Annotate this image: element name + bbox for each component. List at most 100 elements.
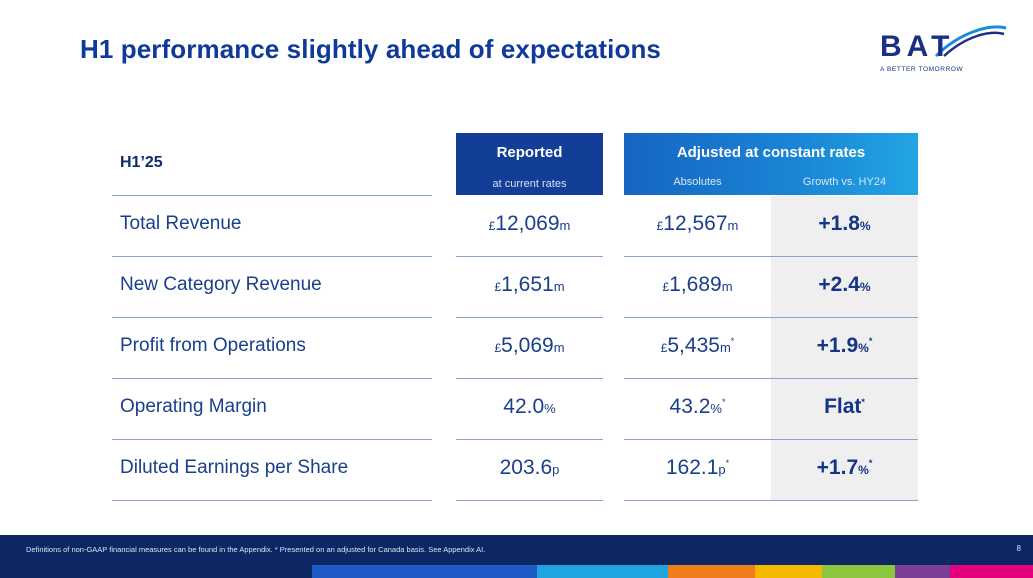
figure: 12,069 (495, 212, 560, 235)
footnote-marker: * (861, 397, 865, 407)
row-divider (112, 317, 432, 318)
footnote-marker: * (721, 397, 726, 407)
row-label: Diluted Earnings per Share (120, 457, 349, 478)
slide-title: H1 performance slightly ahead of expecta… (80, 34, 661, 64)
row-divider (624, 439, 918, 440)
reported-value: £1,651m (456, 273, 603, 297)
figure: 12,567 (663, 212, 728, 235)
absolute-value: £5,435m* (624, 334, 771, 358)
reported-header-subtitle: at current rates (492, 178, 567, 190)
absolutes-subheader: Absolutes (673, 176, 722, 188)
bat-logo: BAT A BETTER TOMORROW (878, 22, 1008, 76)
logo-wordmark: BAT (880, 30, 955, 63)
growth-subheader: Growth vs. HY24 (802, 176, 887, 188)
row-label: New Category Revenue (120, 274, 322, 295)
period-label: H1’25 (120, 154, 163, 171)
adjusted-header-title: Adjusted at constant rates (676, 144, 866, 161)
footnote-marker: * (725, 458, 730, 468)
row-divider (456, 439, 603, 440)
row-divider (112, 439, 432, 440)
footnote-marker: * (868, 458, 873, 468)
currency-symbol: £ (662, 280, 670, 294)
currency-symbol: £ (660, 341, 668, 355)
reported-column-header: Reported at current rates (456, 133, 603, 195)
currency-symbol: £ (494, 280, 502, 294)
growth-value: Flat* (771, 395, 918, 419)
row-divider (456, 317, 603, 318)
unit-suffix: p (718, 462, 726, 477)
absolute-value: £12,567m (624, 212, 771, 236)
figure: 5,435 (667, 334, 720, 357)
table-row: Diluted Earnings per Share 203.6p 162.1p* +… (0, 440, 1033, 501)
figure: +1.7 (816, 456, 859, 479)
currency-symbol: £ (488, 219, 496, 233)
table-row: Profit from Operations £5,069m £5,435m* +1.… (0, 318, 1033, 379)
row-divider (624, 378, 918, 379)
figure: 5,069 (501, 334, 554, 357)
unit-suffix: m (719, 340, 731, 355)
unit-suffix: m (553, 340, 565, 355)
figure: +1.8 (818, 212, 860, 235)
row-label: Profit from Operations (120, 335, 306, 356)
row-divider (456, 256, 603, 257)
row-divider (112, 500, 432, 501)
unit-suffix: % (858, 341, 869, 355)
unit-suffix: m (727, 218, 739, 233)
row-divider (624, 256, 918, 257)
figure: 162.1 (665, 456, 719, 479)
absolute-value: 162.1p* (624, 456, 771, 480)
row-divider (456, 378, 603, 379)
strip-segment (668, 565, 755, 578)
row-divider (112, 378, 432, 379)
figure: 1,689 (669, 273, 722, 296)
row-divider (456, 500, 603, 501)
figure: Flat (824, 395, 862, 418)
row-divider (624, 500, 918, 501)
table-row: Total Revenue £12,069m £12,567m +1.8% (0, 196, 1033, 257)
table-row: Operating Margin 42.0% 43.2%* Flat* (0, 379, 1033, 440)
logo-tagline: A BETTER TOMORROW (880, 66, 964, 73)
reported-value: 203.6p (456, 456, 603, 480)
strip-segment (312, 565, 537, 578)
table-row: New Category Revenue £1,651m £1,689m +2.4% (0, 257, 1033, 318)
strip-segment (895, 565, 950, 578)
figure: +1.9 (816, 334, 859, 357)
strip-segment (822, 565, 895, 578)
unit-suffix: m (553, 279, 565, 294)
figure: 203.6 (499, 456, 553, 479)
strip-segment (950, 565, 1033, 578)
strip-segment (0, 565, 312, 578)
reported-value: 42.0% (456, 395, 603, 419)
growth-column-background (771, 196, 918, 501)
strip-segment (537, 565, 668, 578)
currency-symbol: £ (494, 341, 502, 355)
absolute-value: 43.2%* (624, 395, 771, 419)
growth-value: +1.7%* (771, 456, 918, 480)
page-number: 8 (1016, 544, 1021, 553)
footnote-marker: * (730, 336, 735, 346)
figure: +2.4 (818, 273, 860, 296)
reported-header-title: Reported (496, 144, 563, 161)
unit-suffix: p (552, 462, 560, 477)
unit-suffix: % (859, 219, 871, 233)
unit-suffix: m (721, 279, 733, 294)
currency-symbol: £ (656, 219, 664, 233)
reported-value: £12,069m (456, 212, 603, 236)
unit-suffix: % (544, 401, 556, 416)
unit-suffix: % (858, 463, 869, 477)
growth-value: +2.4% (771, 273, 918, 297)
row-divider (624, 317, 918, 318)
header-divider (112, 195, 432, 196)
reported-value: £5,069m (456, 334, 603, 358)
unit-suffix: % (710, 401, 722, 416)
figure: 42.0 (503, 395, 545, 418)
footer-note: Definitions of non-GAAP financial measur… (26, 545, 486, 554)
footnote-marker: * (868, 336, 873, 346)
unit-suffix: % (859, 280, 871, 294)
growth-value: +1.9%* (771, 334, 918, 358)
absolute-value: £1,689m (624, 273, 771, 297)
row-divider (112, 256, 432, 257)
row-label: Operating Margin (120, 396, 267, 417)
row-label: Total Revenue (120, 213, 242, 234)
strip-segment (755, 565, 822, 578)
